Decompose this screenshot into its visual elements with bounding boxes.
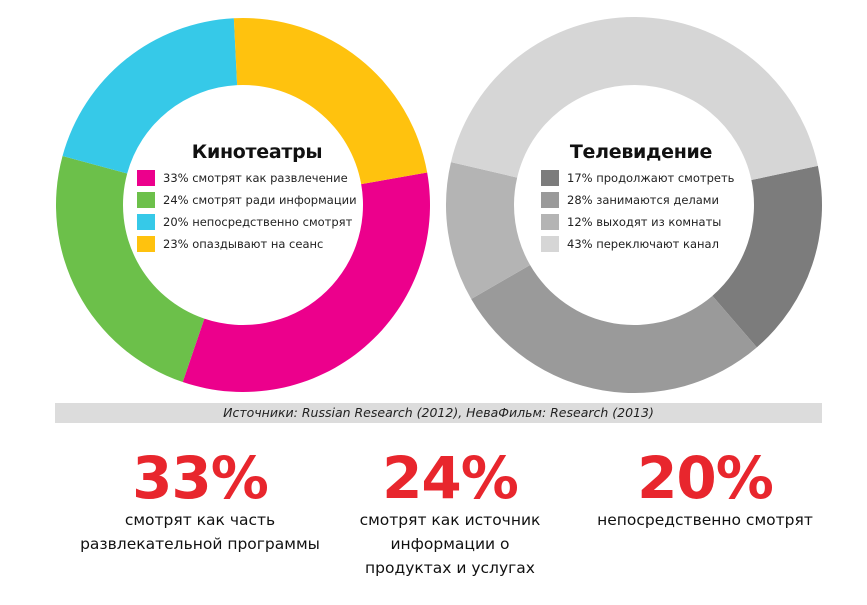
legend-label: 17% продолжают смотреть [567,171,735,185]
donut-slice-tv-0 [712,165,822,348]
legend-item: 12% выходят из комнаты [541,211,741,233]
donut-slice-cinema-1 [55,155,205,383]
stat-value: 24% [382,444,519,512]
donut-slice-cinema-0 [182,172,430,392]
legend-label: 43% переключают канал [567,237,719,251]
donut-charts [55,17,822,394]
legend-swatch [137,192,155,208]
legend-title: Кинотеатры [191,141,323,163]
legend-label: 33% смотрят как развлечение [163,171,348,185]
legend-item: 20% непосредственно смотрят [137,211,377,233]
legend-label: 12% выходят из комнаты [567,215,722,229]
stat-caption: смотрят как часть развлекательной програм… [80,511,320,553]
legend-item: 23% опаздывают на сеанс [137,233,377,255]
donut-slice-tv-3 [450,17,818,181]
legend-item: 33% смотрят как развлечение [137,167,377,189]
legend-swatch [137,170,155,186]
legend-cinema: Кинотеатры 33% смотрят как развлечение 2… [137,141,377,255]
legend-label: 20% непосредственно смотрят [163,215,353,229]
source-note: Источники: Russian Research (2012), Нева… [55,403,822,423]
legend-tv: Телевидение 17% продолжают смотреть 28% … [541,141,741,255]
legend-item: 17% продолжают смотреть [541,167,741,189]
stat-20: 20% непосредственно смотрят [570,448,840,532]
donut-slice-cinema-2 [62,18,238,174]
legend-label: 23% опаздывают на сеанс [163,237,324,251]
legend-swatch [541,236,559,252]
stat-33: 33% смотрят как часть развлекательной про… [50,448,350,556]
donut-slice-tv-2 [445,162,531,299]
legend-title: Телевидение [569,141,713,163]
legend-swatch [137,236,155,252]
legend-label: 28% занимаются делами [567,193,719,207]
legend-swatch [541,192,559,208]
stat-value: 33% [132,444,269,512]
stat-value: 20% [637,444,774,512]
legend-item: 43% переключают канал [541,233,741,255]
legend-swatch [541,170,559,186]
stat-caption: смотрят как источник информации о продукта… [359,511,541,577]
stat-caption: непосредственно смотрят [597,511,813,529]
legend-item: 24% смотрят ради информации [137,189,377,211]
donut-slice-cinema-3 [233,18,428,185]
legend-swatch [541,214,559,230]
donut-slice-tv-1 [471,265,757,394]
stat-24: 24% смотрят как источник информации о прод… [320,448,580,580]
legend-label: 24% смотрят ради информации [163,193,357,207]
legend-swatch [137,214,155,230]
legend-item: 28% занимаются делами [541,189,741,211]
